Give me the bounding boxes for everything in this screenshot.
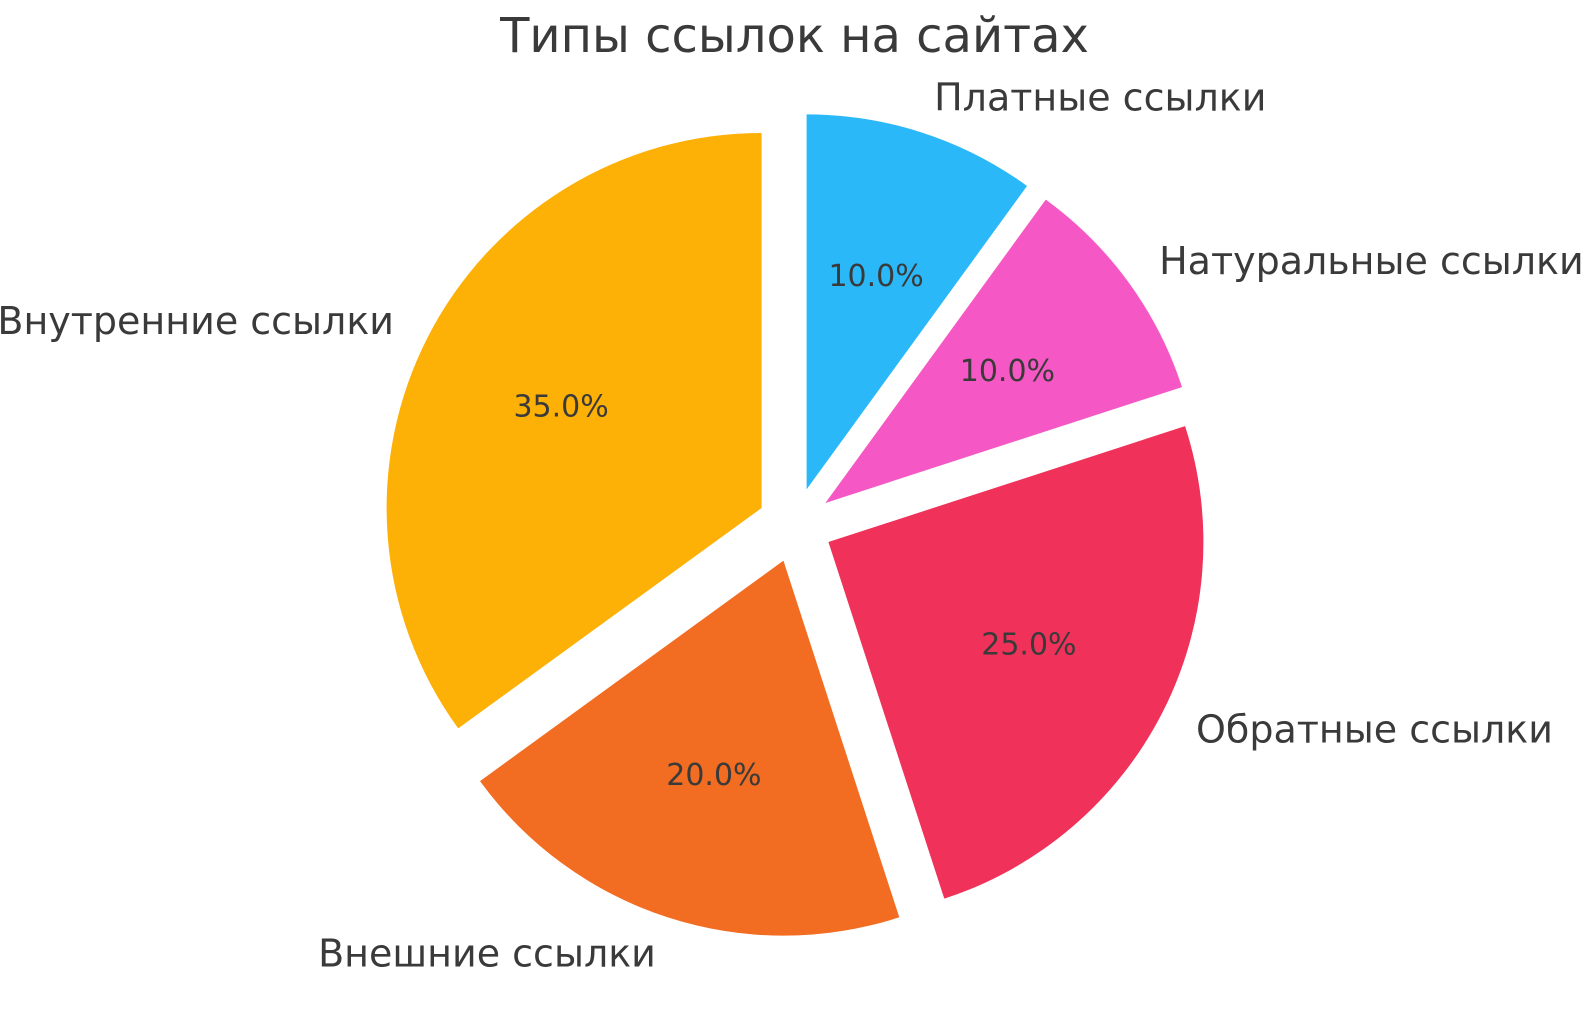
- slice-name-label: Обратные ссылки: [1196, 708, 1553, 752]
- pie-slice-4: [386, 132, 762, 729]
- chart-title: Типы ссылок на сайтах: [500, 8, 1089, 64]
- pie-slice-2: [828, 426, 1204, 899]
- pie-slice-3: [480, 560, 900, 936]
- slice-percent-label: 20.0%: [666, 758, 761, 793]
- slice-name-label: Натуральные ссылки: [1159, 239, 1584, 283]
- pie-slice-1: [825, 199, 1182, 503]
- slice-name-label: Внешние ссылки: [318, 931, 656, 975]
- slice-percent-label: 10.0%: [960, 354, 1055, 389]
- slice-percent-label: 10.0%: [828, 259, 923, 294]
- slice-name-label: Платные ссылки: [934, 75, 1266, 119]
- slice-name-label: Внутренние ссылки: [0, 299, 394, 343]
- slice-percent-label: 25.0%: [981, 628, 1076, 663]
- pie-slice-0: [806, 114, 1028, 490]
- slice-percent-label: 35.0%: [513, 389, 608, 424]
